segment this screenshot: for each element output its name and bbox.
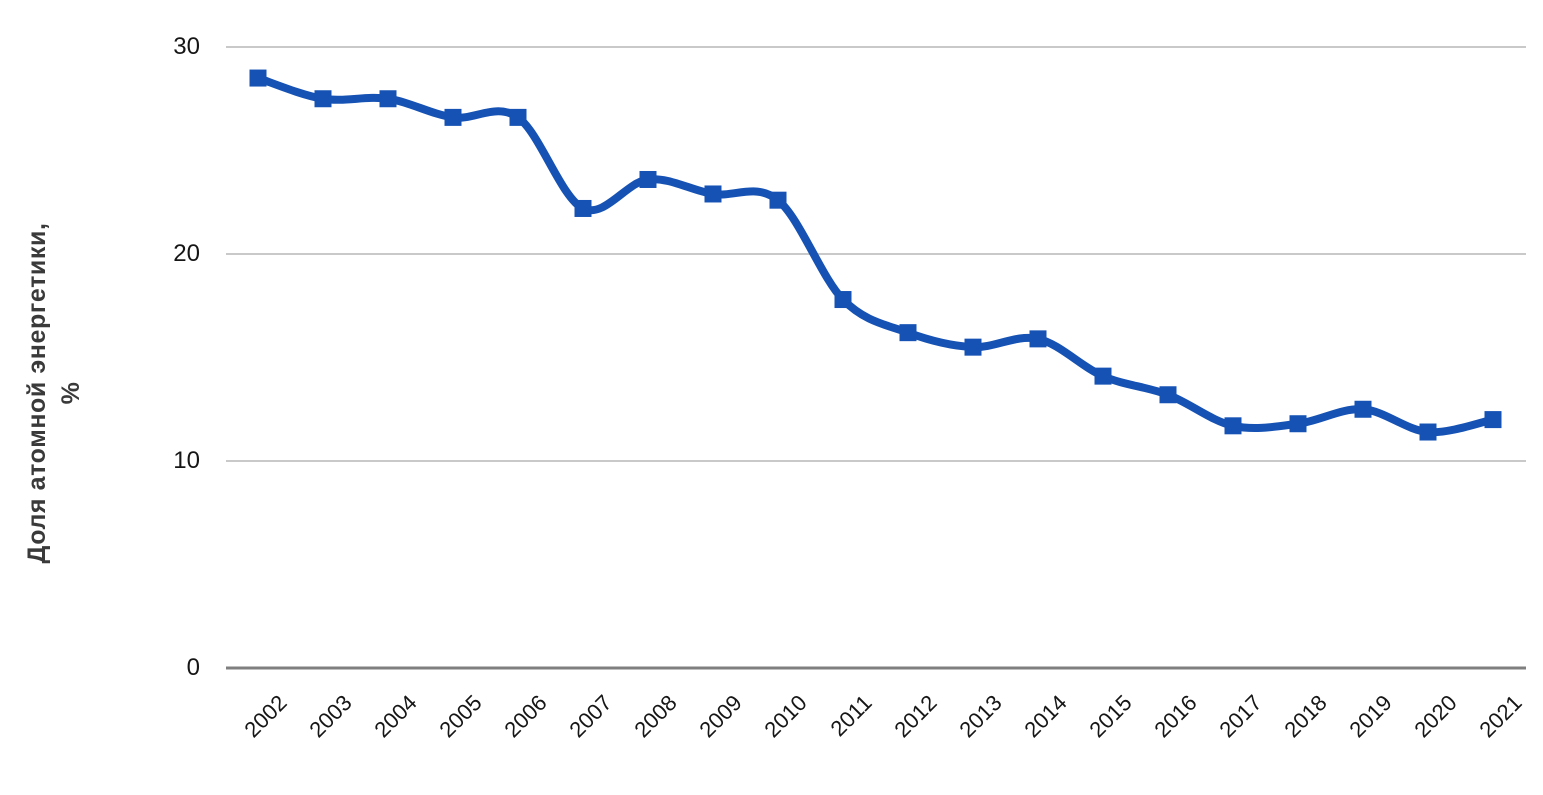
data-point-2016 [1159,386,1177,404]
data-point-2018 [1289,415,1307,433]
data-point-2012 [899,324,917,342]
y-tick-label-30: 30 [173,33,200,60]
data-point-2008 [639,170,657,188]
data-point-2002 [249,69,267,87]
y-axis-title-line2: % [57,381,85,405]
data-point-2004 [379,90,397,108]
data-point-2003 [314,90,332,108]
trend-line [254,74,1497,437]
data-point-2005 [444,108,462,126]
data-point-2006 [509,108,527,126]
y-axis-title: Доля атомной энергетики, % [20,133,90,653]
data-point-2015 [1094,367,1112,385]
data-point-2013 [964,338,982,356]
data-point-2020 [1419,423,1437,441]
y-tick-label-20: 20 [173,240,200,267]
data-point-2021 [1484,411,1502,429]
data-point-2007 [574,199,592,217]
y-tick-label-10: 10 [173,447,200,474]
data-point-2009 [704,185,722,203]
data-point-2019 [1354,400,1372,418]
data-point-2014 [1029,330,1047,348]
y-tick-label-0: 0 [186,654,200,681]
data-point-2011 [834,291,852,309]
data-point-2010 [769,191,787,209]
y-axis-title-line1: Доля атомной энергетики, [23,222,51,564]
data-point-2017 [1224,417,1242,435]
